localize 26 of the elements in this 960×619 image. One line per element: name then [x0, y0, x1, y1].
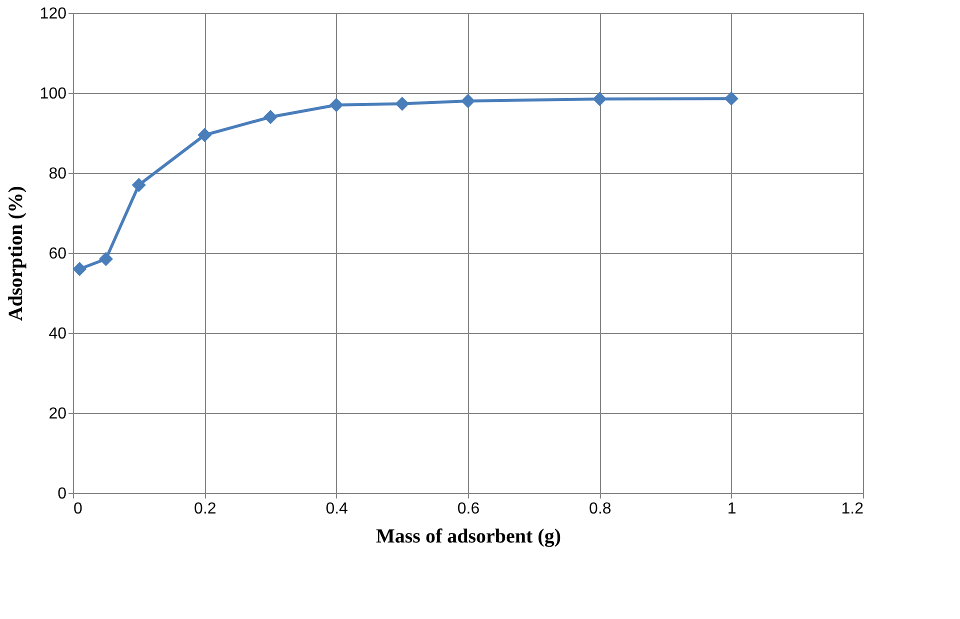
point — [263, 110, 278, 124]
y-tick-label: 80 — [48, 166, 67, 182]
y-tick-label: 120 — [40, 6, 67, 22]
point — [329, 98, 344, 112]
point — [724, 92, 738, 106]
x-tick-label: 0.4 — [326, 500, 348, 518]
x-tick-label: 1 — [727, 500, 736, 518]
point — [198, 128, 212, 142]
point — [460, 94, 476, 108]
x-tick-label: 0 — [74, 500, 82, 518]
x-tick-label: 0.2 — [194, 500, 216, 518]
y-tick-label: 20 — [48, 406, 67, 422]
x-tick-label: 0.6 — [457, 500, 480, 518]
y-tick-label: 60 — [48, 246, 67, 262]
y-tick-label: 40 — [48, 326, 67, 342]
y-tick-label: 100 — [40, 86, 67, 102]
point — [132, 178, 146, 192]
point — [72, 262, 87, 276]
point — [592, 92, 607, 106]
y-axis-title: Adsorption (%) — [4, 186, 27, 322]
x-tick-label: 1.2 — [841, 500, 864, 518]
x-tick-label: 0.8 — [589, 500, 612, 518]
x-axis-title: Mass of adsorbent (g) — [376, 526, 561, 548]
point — [98, 252, 113, 266]
point — [395, 96, 410, 111]
y-tick-label: 0 — [58, 486, 67, 502]
